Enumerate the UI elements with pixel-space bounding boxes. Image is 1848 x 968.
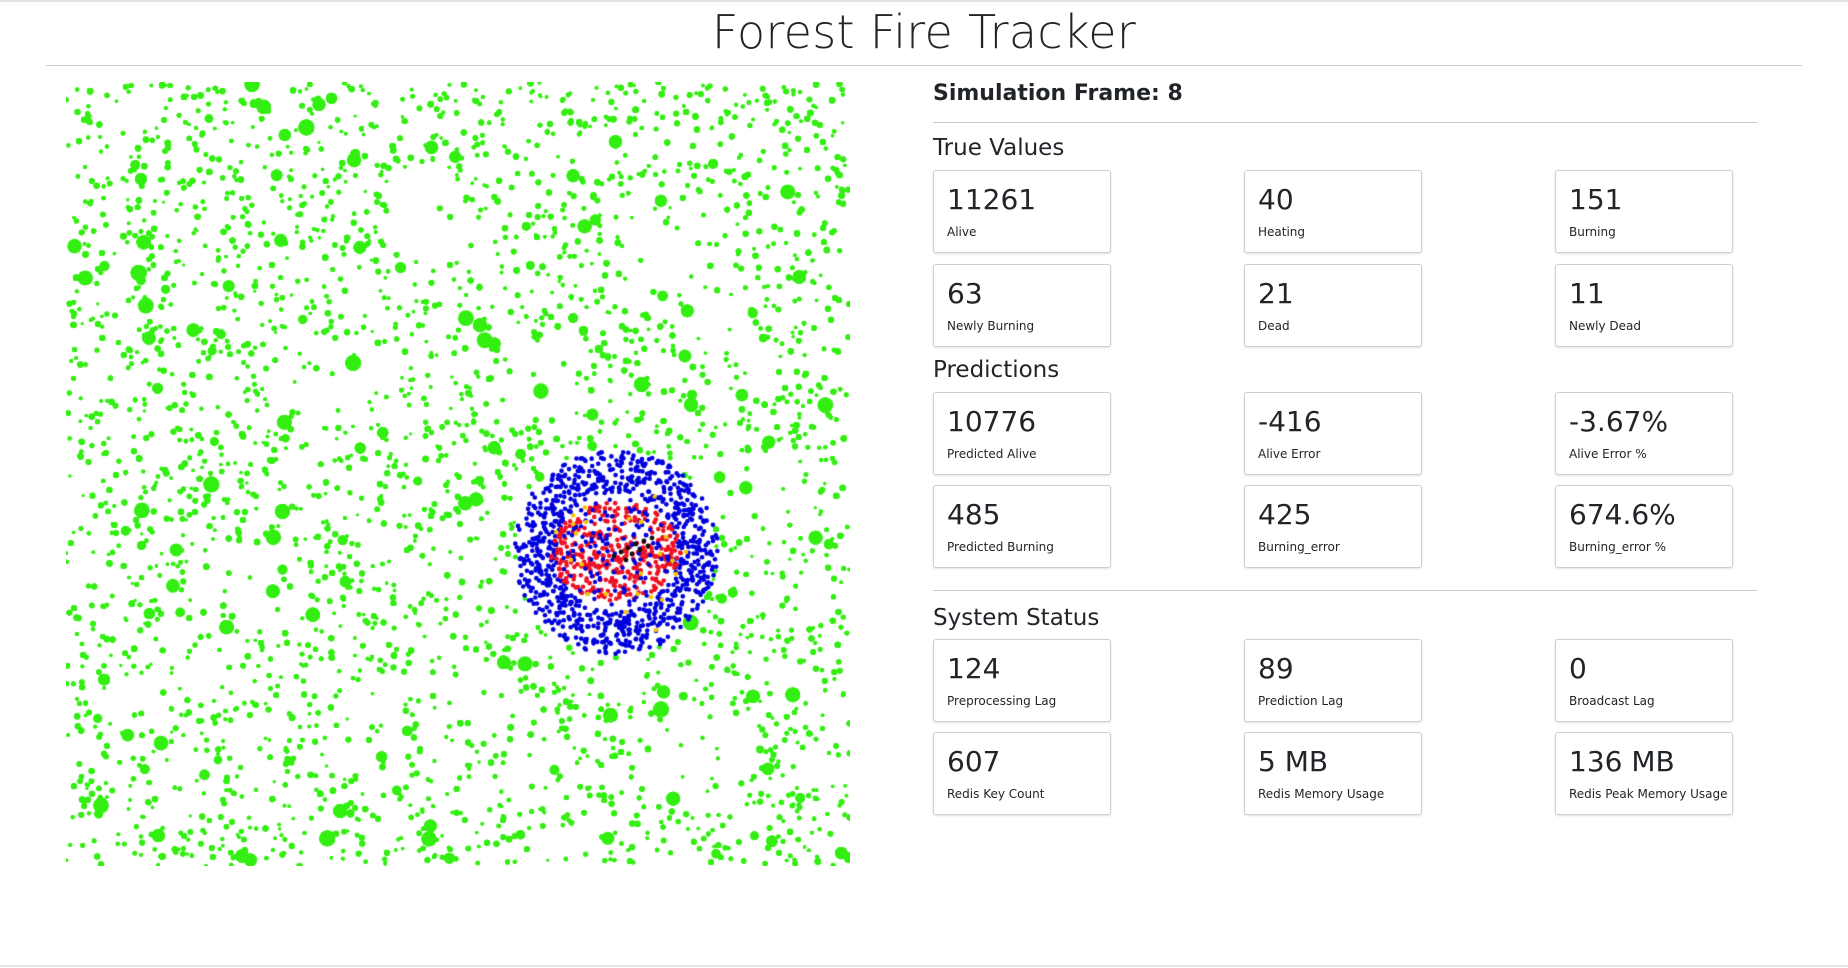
stat-label: Broadcast Lag — [1569, 694, 1655, 708]
stat-value: 11 — [1569, 277, 1605, 310]
page-title: Forest Fire Tracker — [711, 5, 1137, 59]
stat-card-predicted-burning: 485 Predicted Burning — [933, 485, 1111, 568]
stat-label: Burning_error — [1258, 540, 1340, 554]
stat-card-newly-dead: 11 Newly Dead — [1555, 264, 1733, 347]
stat-label: Preprocessing Lag — [947, 694, 1057, 708]
stat-value: 151 — [1569, 183, 1623, 216]
stat-card-alive-error-percent: -3.67% Alive Error % — [1555, 392, 1733, 475]
stat-label: Heating — [1258, 225, 1306, 239]
stat-card-predicted-alive: 10776 Predicted Alive — [933, 392, 1111, 475]
stat-label: Alive — [947, 225, 977, 239]
stat-label: Redis Memory Usage — [1258, 787, 1385, 801]
stat-card-alive-error: -416 Alive Error — [1244, 392, 1422, 475]
stat-label: Redis Key Count — [947, 787, 1045, 801]
stat-label: Redis Peak Memory Usage — [1569, 787, 1728, 801]
stat-label: Alive Error % — [1569, 447, 1647, 461]
forest-fire-map — [66, 82, 850, 866]
stat-value: 485 — [947, 498, 1001, 531]
stat-card-prediction-lag: 89 Prediction Lag — [1244, 639, 1422, 722]
frame-divider — [933, 122, 1757, 123]
stat-card-redis-memory-usage: 5 MB Redis Memory Usage — [1244, 732, 1422, 815]
stat-value: 124 — [947, 652, 1001, 685]
stat-label: Predicted Burning — [947, 540, 1054, 554]
stat-value: 607 — [947, 745, 1001, 778]
stat-card-newly-burning: 63 Newly Burning — [933, 264, 1111, 347]
stat-label: Alive Error — [1258, 447, 1321, 461]
stat-value: 136 MB — [1569, 745, 1675, 778]
simulation-frame-label: Simulation Frame: 8 — [933, 81, 1183, 106]
stat-card-redis-key-count: 607 Redis Key Count — [933, 732, 1111, 815]
stat-value: -416 — [1258, 405, 1322, 438]
predictions-divider — [933, 590, 1757, 591]
stat-label: Newly Dead — [1569, 319, 1642, 333]
stat-value: 11261 — [947, 183, 1037, 216]
top-border — [0, 0, 1848, 2]
stat-card-burning: 151 Burning — [1555, 170, 1733, 253]
stat-label: Burning_error % — [1569, 540, 1666, 554]
stat-label: Dead — [1258, 319, 1290, 333]
stat-value: -3.67% — [1569, 405, 1669, 438]
title-divider — [46, 65, 1802, 66]
stat-card-preprocessing-lag: 124 Preprocessing Lag — [933, 639, 1111, 722]
bottom-border — [0, 965, 1848, 967]
true-values-title: True Values — [933, 135, 1065, 161]
stat-value: 89 — [1258, 652, 1294, 685]
stat-value: 0 — [1569, 652, 1587, 685]
stat-label: Burning — [1569, 225, 1616, 239]
stat-card-heating: 40 Heating — [1244, 170, 1422, 253]
stat-card-burning-error: 425 Burning_error — [1244, 485, 1422, 568]
stat-label: Prediction Lag — [1258, 694, 1344, 708]
stat-value: 63 — [947, 277, 983, 310]
stat-value: 10776 — [947, 405, 1037, 438]
stat-card-redis-peak-memory-usage: 136 MB Redis Peak Memory Usage — [1555, 732, 1733, 815]
stat-value: 40 — [1258, 183, 1294, 216]
stat-card-alive: 11261 Alive — [933, 170, 1111, 253]
predictions-title: Predictions — [933, 357, 1060, 383]
stat-card-burning-error-percent: 674.6% Burning_error % — [1555, 485, 1733, 568]
stat-card-broadcast-lag: 0 Broadcast Lag — [1555, 639, 1733, 722]
system-status-title: System Status — [933, 605, 1100, 631]
stat-card-dead: 21 Dead — [1244, 264, 1422, 347]
stat-value: 5 MB — [1258, 745, 1329, 778]
stat-value: 425 — [1258, 498, 1312, 531]
stat-value: 21 — [1258, 277, 1294, 310]
stat-label: Newly Burning — [947, 319, 1035, 333]
stat-label: Predicted Alive — [947, 447, 1037, 461]
stat-value: 674.6% — [1569, 498, 1676, 531]
